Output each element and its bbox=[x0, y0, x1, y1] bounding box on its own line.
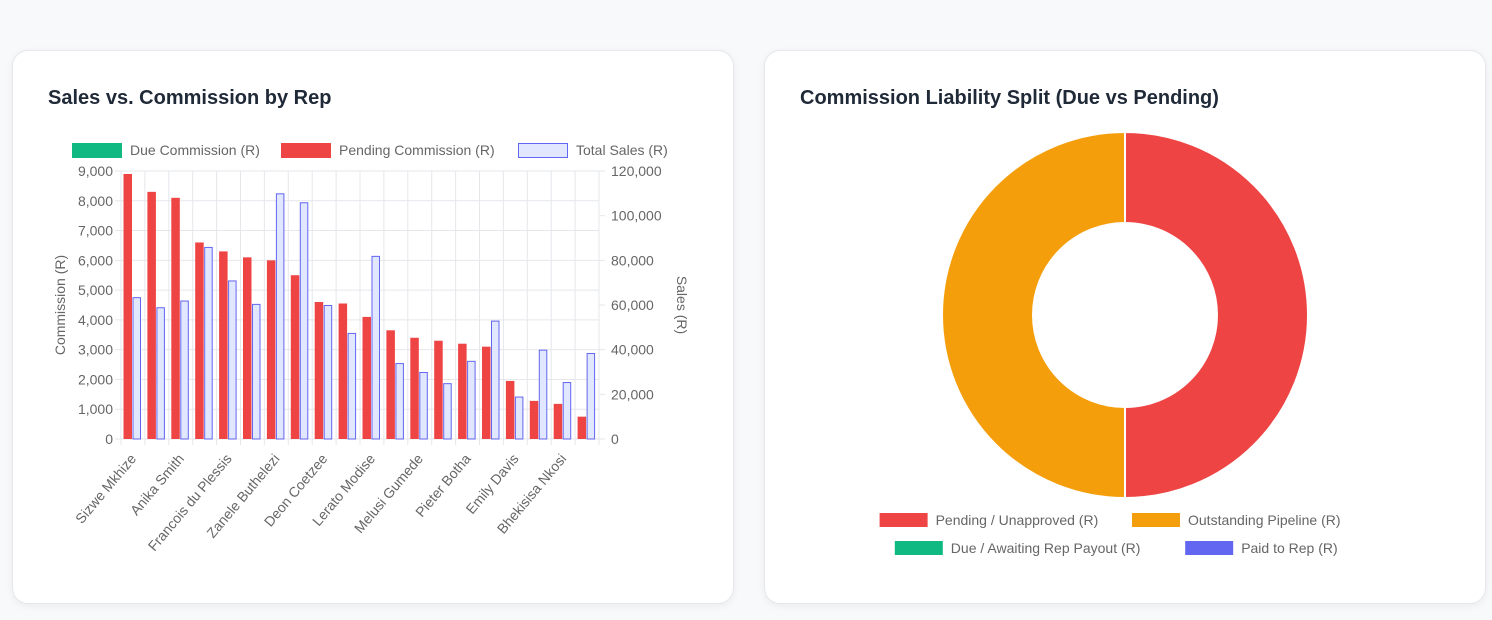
bar-pending-commission bbox=[553, 403, 563, 439]
y2-tick-label: 120,000 bbox=[611, 163, 662, 179]
liability-split-chart[interactable]: Pending / Unapproved (R) Outstanding Pipe… bbox=[765, 51, 1485, 603]
legend-swatch bbox=[1185, 541, 1234, 555]
legend-swatch bbox=[281, 143, 331, 158]
x-tick-label: Sizwe Mkhize bbox=[72, 450, 139, 526]
legend-swatch bbox=[894, 541, 943, 555]
y-tick-label: 4,000 bbox=[78, 312, 113, 328]
bar-pending-commission bbox=[529, 400, 539, 439]
y2-tick-label: 80,000 bbox=[611, 252, 654, 268]
bar-total-sales bbox=[156, 307, 165, 440]
legend-label: Pending Commission (R) bbox=[339, 142, 495, 158]
bar-total-sales bbox=[514, 396, 524, 440]
bar-pending-commission bbox=[147, 191, 156, 439]
y2-tick-label: 0 bbox=[611, 431, 619, 447]
legend-label: Total Sales (R) bbox=[576, 142, 668, 158]
bar-total-sales bbox=[228, 280, 237, 440]
legend-label: Pending / Unapproved (R) bbox=[936, 512, 1099, 528]
x-tick-label: Francois du Plessis bbox=[145, 451, 235, 554]
y-tick-label: 3,000 bbox=[78, 342, 113, 358]
bar-pending-commission bbox=[195, 242, 204, 439]
bar-pending-commission bbox=[362, 316, 371, 439]
bar-total-sales bbox=[467, 360, 476, 440]
sales-commission-card: Sales vs. Commission by Rep 0 1,000 2,000 3… bbox=[12, 50, 734, 604]
legend-item-total-sales-r: Total Sales (R) bbox=[518, 142, 668, 158]
bar-pending-commission bbox=[314, 302, 324, 439]
legend-swatch bbox=[518, 143, 568, 158]
y-tick-label: 6,000 bbox=[78, 252, 113, 268]
legend-item-pending-commission-r: Pending Commission (R) bbox=[281, 142, 495, 158]
bar-pending-commission bbox=[505, 380, 515, 439]
card-title: Commission Liability Split (Due vs Pendi… bbox=[800, 87, 1219, 109]
legend-label: Paid to Rep (R) bbox=[1241, 540, 1337, 556]
bar-pending-commission bbox=[410, 337, 419, 439]
liability-split-card: Commission Liability Split (Due vs Pendi… bbox=[764, 50, 1486, 604]
bar-pending-commission bbox=[386, 330, 395, 439]
bar-pending-commission bbox=[338, 303, 348, 439]
y-tick-label: 9,000 bbox=[78, 163, 113, 179]
bar-pending-commission bbox=[290, 275, 300, 439]
bar-total-sales bbox=[586, 353, 596, 440]
bar-total-sales bbox=[562, 382, 572, 440]
y-tick-label: 1,000 bbox=[78, 401, 113, 417]
legend-item-outstanding-pipeline-r: Outstanding Pipeline (R) bbox=[1132, 512, 1341, 528]
legend-swatch bbox=[72, 143, 122, 158]
y2-tick-label: 100,000 bbox=[611, 208, 662, 224]
legend-item-paid-to-rep-r: Paid to Rep (R) bbox=[1185, 540, 1338, 556]
bar-total-sales bbox=[252, 303, 261, 440]
y2-tick-label: 20,000 bbox=[611, 386, 654, 402]
bar-pending-commission bbox=[434, 340, 443, 439]
sales-commission-chart[interactable]: 0 1,000 2,000 3,000 4,000 5,000 6,000 7,000 8,00… bbox=[13, 51, 733, 603]
y2-axis-title: Sales (R) bbox=[674, 276, 690, 334]
bar-total-sales bbox=[204, 246, 213, 440]
y-tick-label: 8,000 bbox=[78, 193, 113, 209]
legend-item-pending-unapproved-r: Pending / Unapproved (R) bbox=[879, 512, 1099, 528]
y-tick-label: 5,000 bbox=[78, 282, 113, 298]
bar-pending-commission bbox=[577, 416, 587, 439]
card-title: Sales vs. Commission by Rep bbox=[48, 87, 332, 109]
legend-label: Outstanding Pipeline (R) bbox=[1188, 512, 1341, 528]
bar-pending-commission bbox=[123, 173, 132, 439]
y-tick-label: 0 bbox=[105, 431, 113, 447]
bar-total-sales bbox=[538, 349, 548, 440]
bar-pending-commission bbox=[458, 343, 467, 439]
legend-swatch bbox=[1132, 513, 1180, 527]
y-axis-title: Commission (R) bbox=[52, 255, 68, 355]
y-tick-label: 7,000 bbox=[78, 223, 113, 239]
y-tick-label: 2,000 bbox=[78, 371, 113, 387]
bar-total-sales bbox=[299, 202, 309, 440]
legend-item-due-awaiting-rep-payout-r: Due / Awaiting Rep Payout (R) bbox=[894, 540, 1141, 556]
legend-item-due-commission-r: Due Commission (R) bbox=[72, 142, 260, 158]
y2-tick-label: 60,000 bbox=[611, 297, 654, 313]
donut-slice-pending-unapproved-r bbox=[1124, 130, 1309, 500]
bar-total-sales bbox=[132, 297, 141, 440]
bar-pending-commission bbox=[243, 257, 252, 439]
legend-label: Due / Awaiting Rep Payout (R) bbox=[951, 540, 1141, 556]
bar-pending-commission bbox=[482, 346, 491, 439]
legend-label: Due Commission (R) bbox=[130, 142, 260, 158]
bar-total-sales bbox=[443, 383, 452, 440]
bar-total-sales bbox=[395, 363, 404, 440]
bar-total-sales bbox=[419, 372, 428, 440]
bar-total-sales bbox=[323, 305, 333, 440]
bar-pending-commission bbox=[219, 251, 228, 439]
bar-total-sales bbox=[275, 193, 285, 440]
donut-slice-outstanding-pipeline-r bbox=[941, 130, 1126, 500]
legend-swatch bbox=[879, 513, 928, 527]
bar-total-sales bbox=[491, 320, 500, 440]
y2-tick-label: 40,000 bbox=[611, 342, 654, 358]
bar-total-sales bbox=[180, 300, 189, 440]
bar-pending-commission bbox=[266, 260, 276, 439]
bar-pending-commission bbox=[171, 197, 180, 439]
bar-total-sales bbox=[371, 255, 380, 440]
bar-total-sales bbox=[347, 332, 357, 440]
